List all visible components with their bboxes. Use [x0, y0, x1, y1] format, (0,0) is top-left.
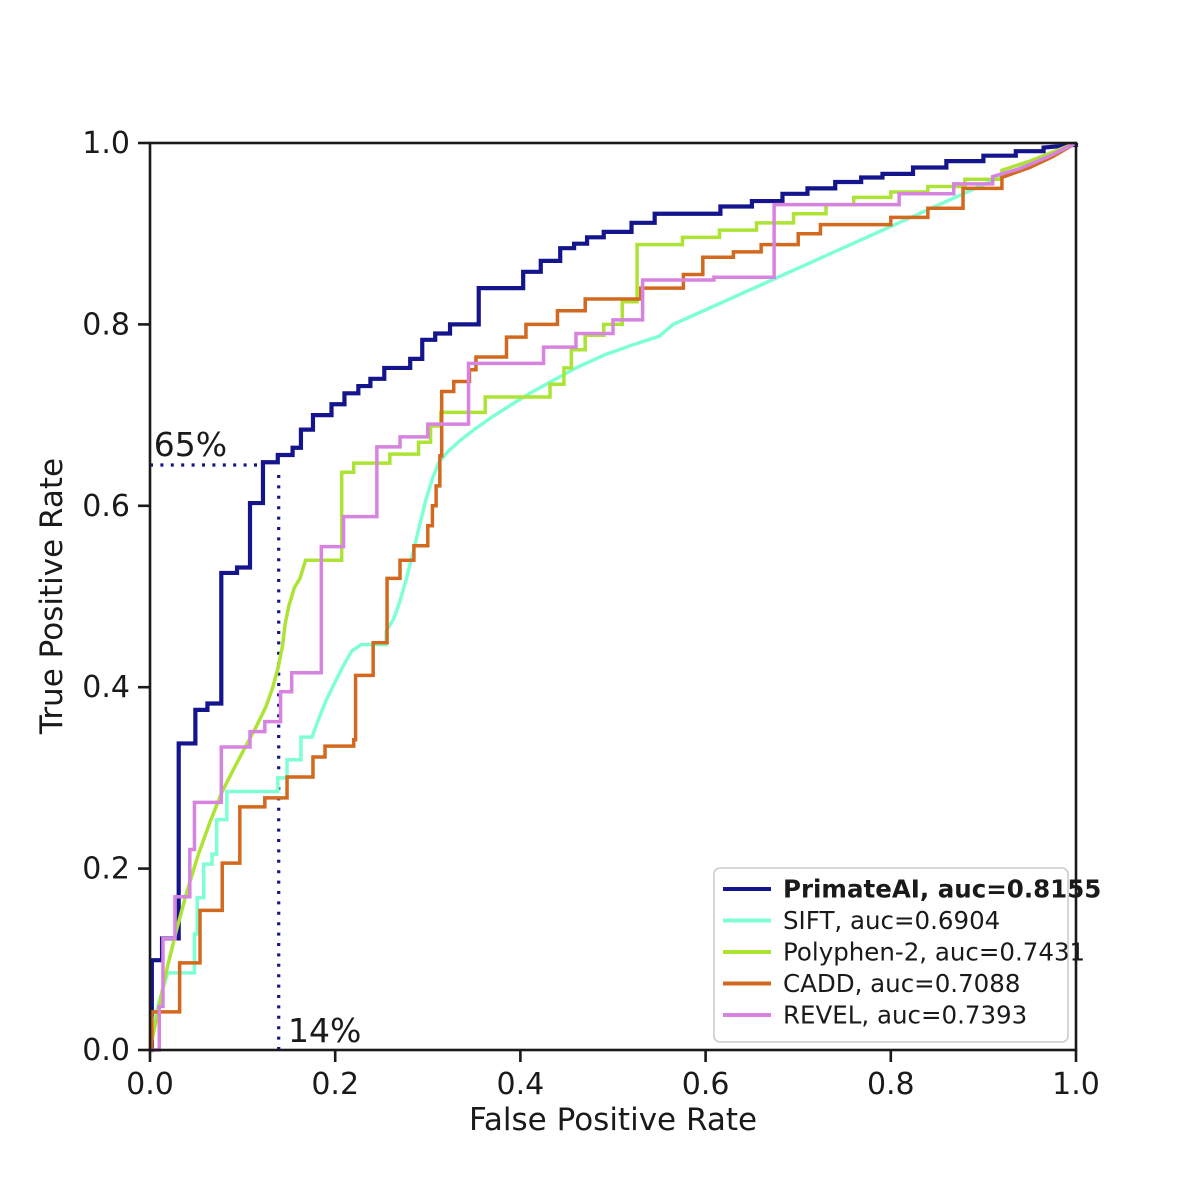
- legend-label-primateai: PrimateAI, auc=0.8155: [783, 875, 1101, 904]
- annotations-group: 65% 14%: [154, 425, 362, 1050]
- x-tick-label: 0.6: [682, 1067, 730, 1102]
- y-tick-label: 0.6: [82, 489, 130, 524]
- y-tick-label: 0.2: [82, 852, 130, 887]
- legend-label-polyphen-2: Polyphen-2, auc=0.7431: [783, 938, 1085, 967]
- y-axis-label: True Positive Rate: [34, 458, 70, 735]
- series-line-primateai: [149, 142, 1079, 1053]
- plot-border: [148, 141, 1078, 1052]
- y-tick-label: 0.8: [82, 307, 130, 342]
- legend-label-cadd: CADD, auc=0.7088: [783, 969, 1020, 998]
- x-tick-label: 0.4: [497, 1067, 545, 1102]
- annotation-14pct: 14%: [288, 1011, 361, 1050]
- x-tick-label: 1.0: [1052, 1067, 1100, 1102]
- curves-group: [148, 141, 1079, 1053]
- legend-label-sift: SIFT, auc=0.6904: [783, 906, 1000, 935]
- series-line-revel: [150, 141, 1077, 1052]
- x-tick-label: 0.2: [311, 1067, 359, 1102]
- x-tick-label: 0.8: [867, 1067, 915, 1102]
- annotation-65pct: 65%: [154, 425, 227, 464]
- x-tick-label: 0.0: [126, 1067, 174, 1102]
- y-tick-label: 0.0: [82, 1033, 130, 1068]
- axes-group: 0.0 0.2 0.4 0.6 0.8 1.0 0.0 0.2 0.4 0.6 0.8 1.0: [82, 126, 1100, 1102]
- y-tick-label: 1.0: [82, 126, 130, 161]
- y-tick-label: 0.4: [82, 670, 130, 705]
- x-axis-label: False Positive Rate: [469, 1102, 757, 1138]
- legend-label-revel: REVEL, auc=0.7393: [783, 1001, 1027, 1030]
- legend-box: [713, 867, 1069, 1043]
- series-line-sift: [148, 141, 1077, 1051]
